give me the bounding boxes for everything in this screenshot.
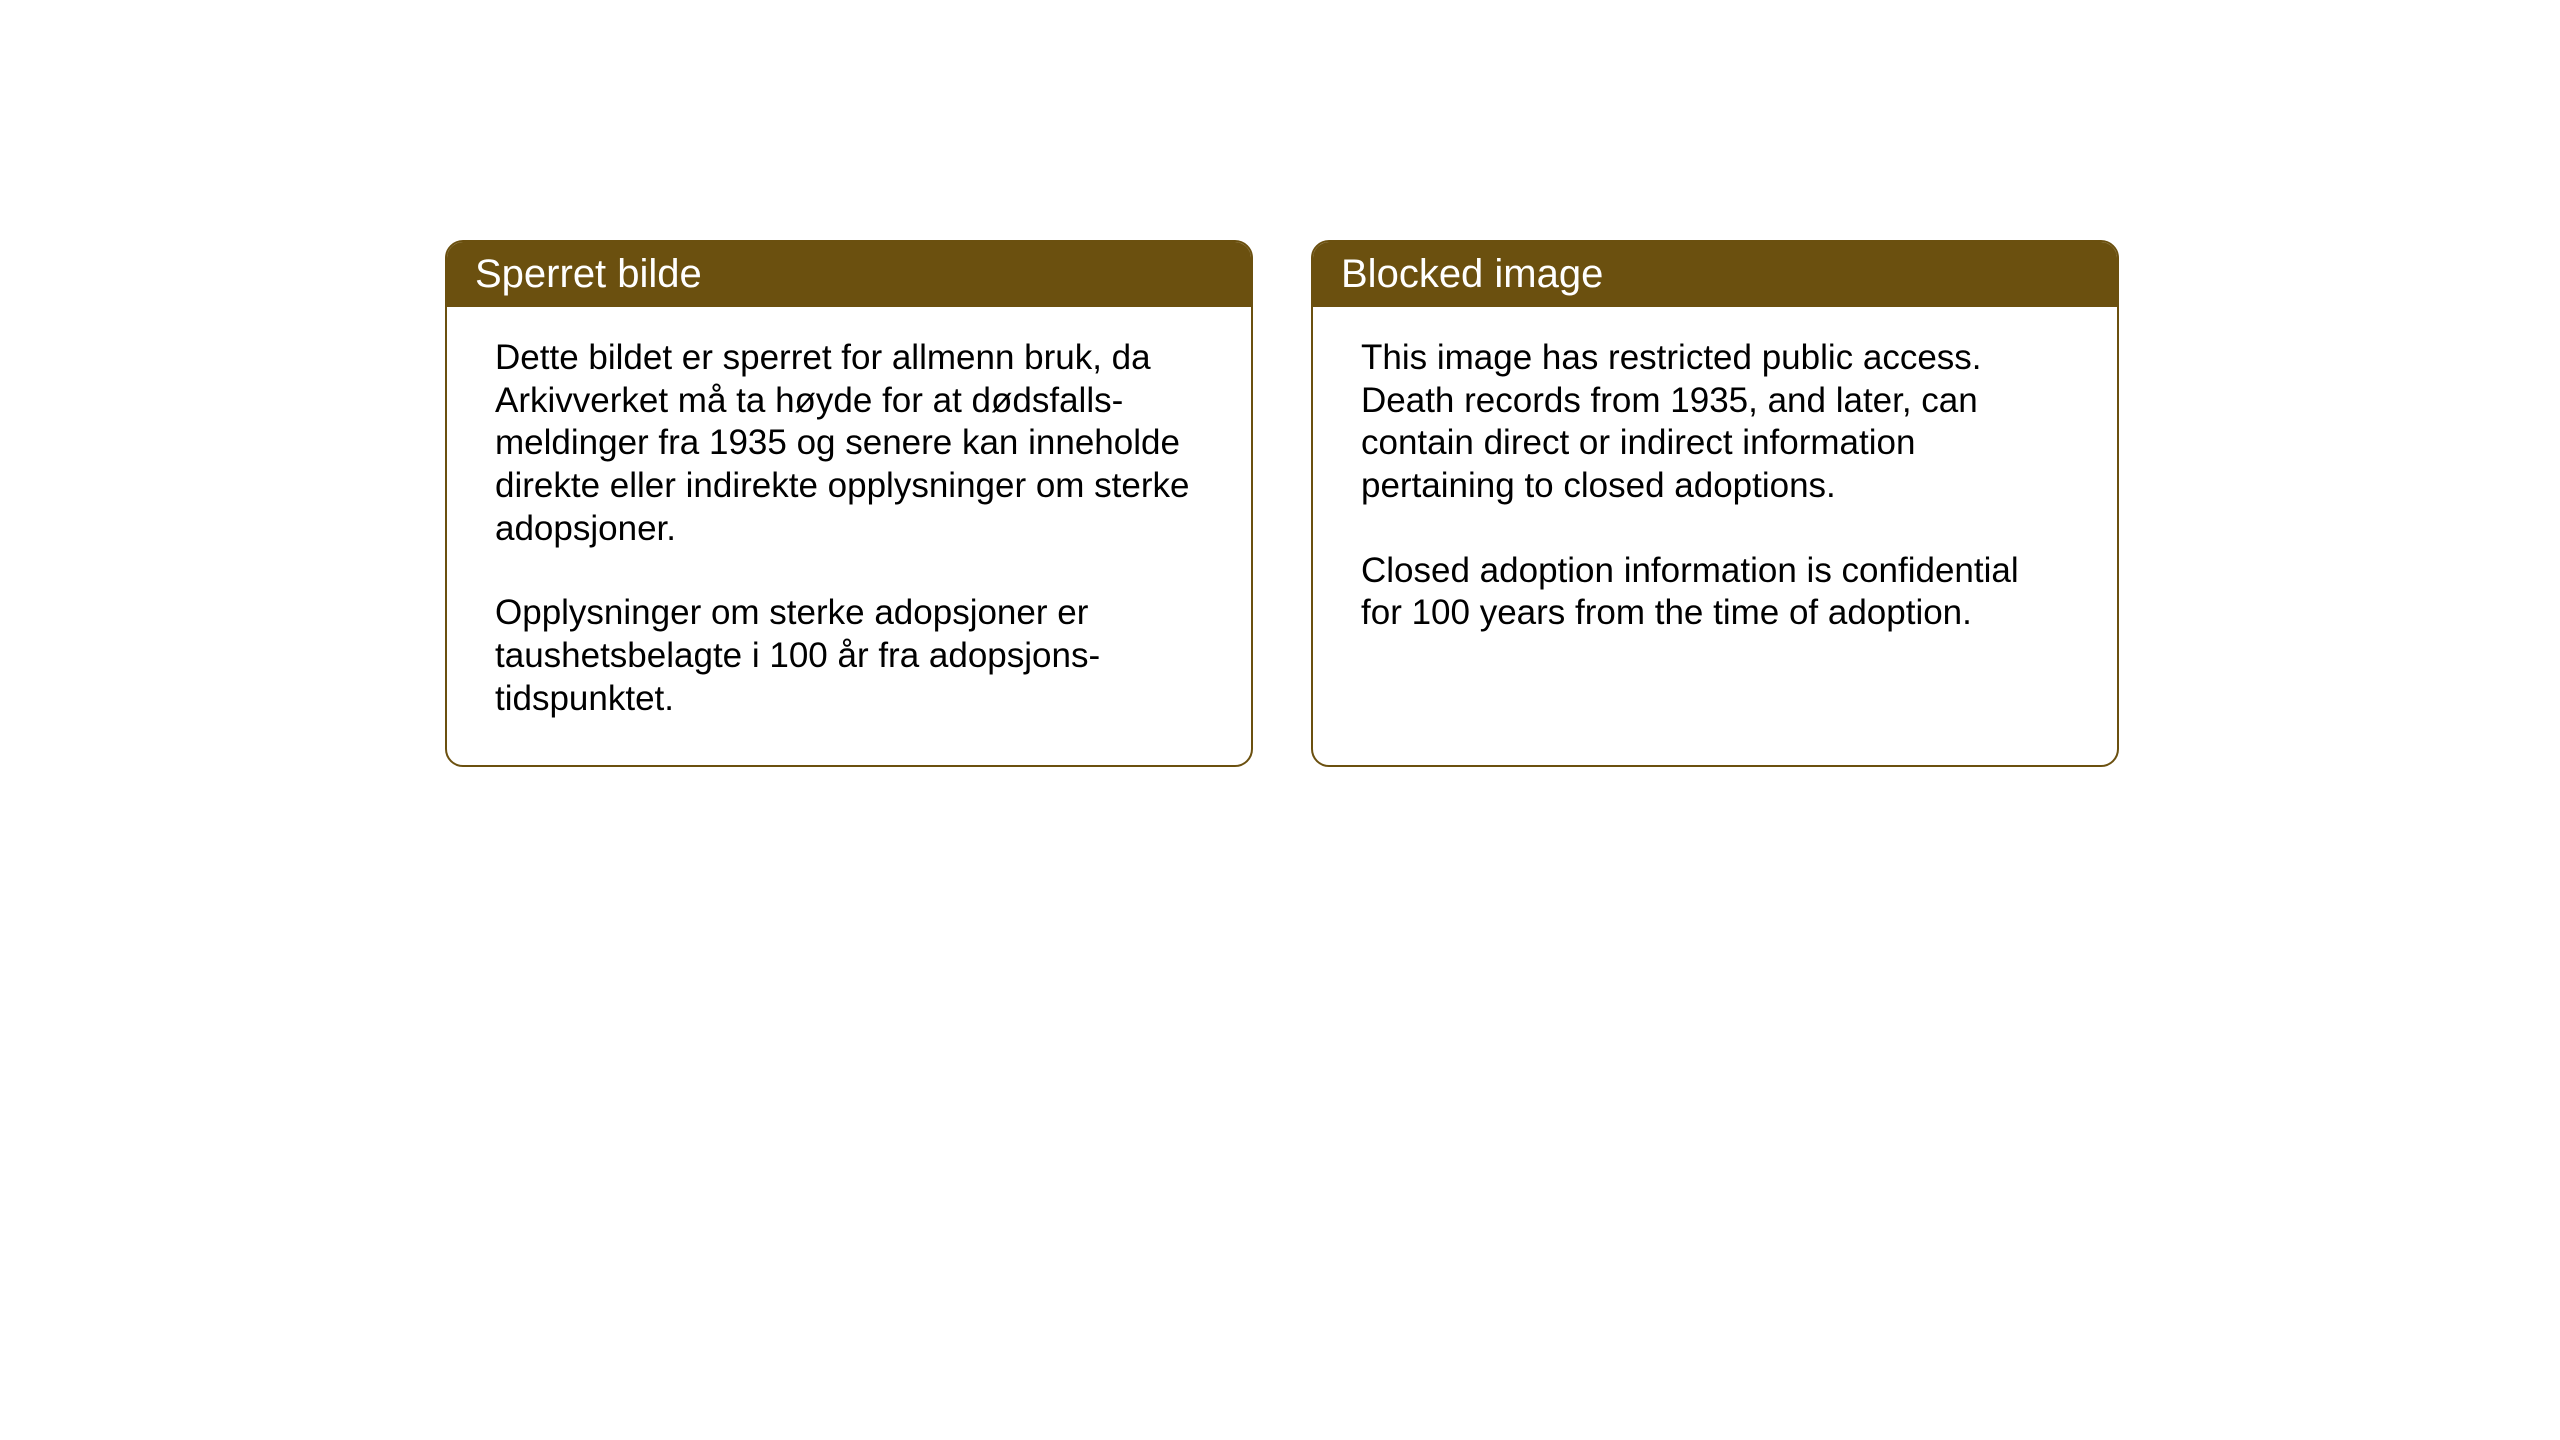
card-header-english: Blocked image <box>1313 242 2117 307</box>
paragraph-2-english: Closed adoption information is confident… <box>1361 550 2069 635</box>
cards-container: Sperret bilde Dette bildet er sperret fo… <box>445 240 2119 767</box>
card-norwegian: Sperret bilde Dette bildet er sperret fo… <box>445 240 1253 767</box>
card-body-norwegian: Dette bildet er sperret for allmenn bruk… <box>447 307 1251 765</box>
card-header-norwegian: Sperret bilde <box>447 242 1251 307</box>
card-body-english: This image has restricted public access.… <box>1313 307 2117 679</box>
card-english: Blocked image This image has restricted … <box>1311 240 2119 767</box>
paragraph-1-english: This image has restricted public access.… <box>1361 337 2069 508</box>
paragraph-1-norwegian: Dette bildet er sperret for allmenn bruk… <box>495 337 1203 550</box>
paragraph-2-norwegian: Opplysninger om sterke adopsjoner er tau… <box>495 592 1203 720</box>
